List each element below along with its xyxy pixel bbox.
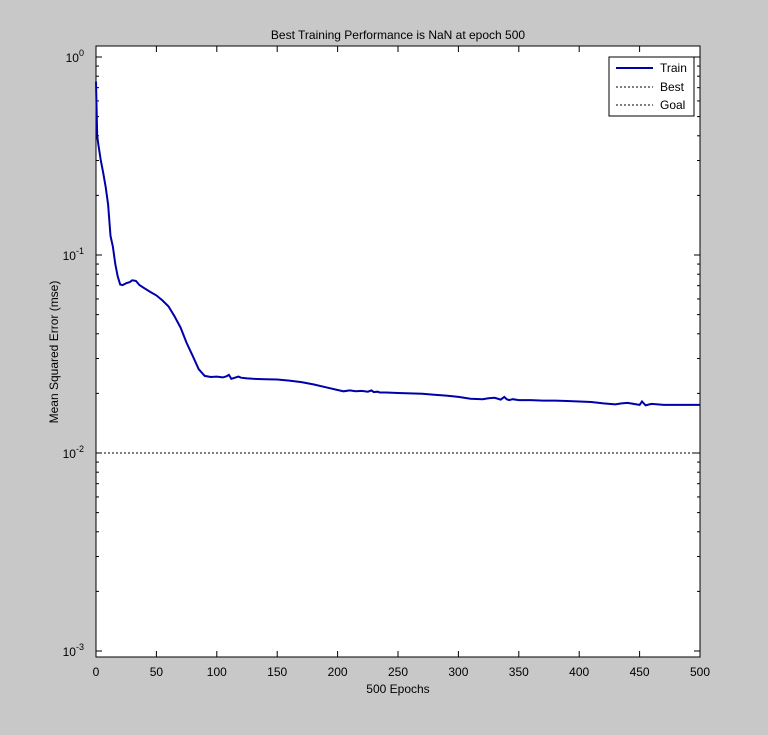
ticks-layer: 0 50 100 150 200 250 300 350 400 450 500 100 10-1 10-…: [63, 46, 710, 679]
x-tick-label: 300: [448, 665, 468, 679]
x-tick-label: 250: [388, 665, 408, 679]
series-line-train: [95, 81, 700, 407]
y-tick-label: 10-1: [63, 246, 84, 263]
x-tick-label: 100: [207, 665, 227, 679]
legend-entry-goal: Goal: [660, 98, 685, 112]
y-tick-exponent: 0: [79, 48, 84, 58]
legend: Train Best Goal: [608, 56, 695, 117]
x-tick-label: 200: [328, 665, 348, 679]
y-axis-label: Mean Squared Error (mse): [47, 281, 61, 424]
y-tick-exponent: -3: [76, 642, 84, 652]
y-tick-exponent: -1: [76, 246, 84, 256]
legend-entry-train: Train: [660, 61, 687, 75]
x-tick-label: 400: [569, 665, 589, 679]
plot-area: [95, 45, 701, 658]
x-tick-label: 0: [93, 665, 100, 679]
x-tick-label: 350: [509, 665, 529, 679]
y-tick-label: 10-2: [63, 444, 84, 461]
x-tick-label: 50: [150, 665, 164, 679]
x-tick-label: 450: [630, 665, 650, 679]
chart-title: Best Training Performance is NaN at epoc…: [271, 28, 525, 42]
legend-box: [608, 56, 695, 117]
y-tick-exponent: -2: [76, 444, 84, 454]
x-tick-label: 150: [267, 665, 287, 679]
x-tick-label: 500: [690, 665, 710, 679]
legend-entry-best: Best: [660, 80, 685, 94]
series-layer: [95, 81, 700, 454]
y-tick-label: 10-3: [63, 642, 84, 659]
y-tick-label: 100: [66, 48, 84, 65]
x-axis-label: 500 Epochs: [366, 682, 429, 696]
